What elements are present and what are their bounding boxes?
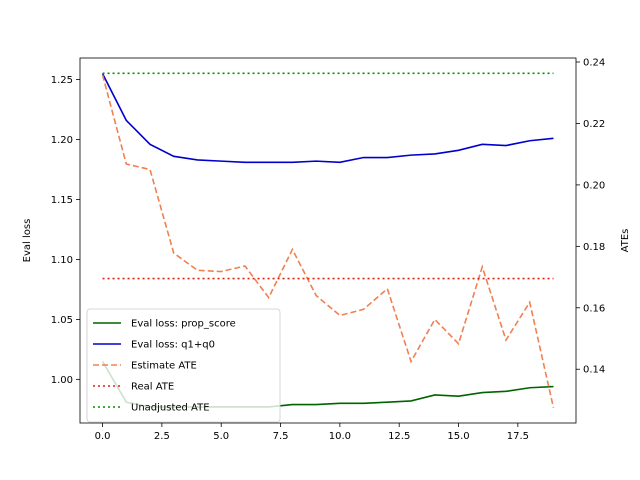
axes-layer: 0.0 2.5 5.0 7.5 10.0 12.5 15.0 17.5 1.00 1.05 1.10… [22, 57, 631, 442]
right-y-tick-label: 0.24 [583, 57, 605, 68]
right-y-tick-label: 0.20 [583, 180, 605, 191]
series-line-1 [101, 73, 554, 164]
legend: Eval loss: prop_score Eval loss: q1+q0 Est… [86, 308, 281, 423]
legend-label-2: Estimate ATE [131, 361, 197, 372]
x-tick-label: 0.0 [95, 431, 111, 442]
left-axis-label: Eval loss [22, 219, 33, 263]
x-tick-label: 12.5 [388, 431, 410, 442]
legend-label-4: Unadjusted ATE [131, 403, 210, 414]
x-tick-label: 10.0 [329, 431, 351, 442]
x-tick-label: 17.5 [507, 431, 529, 442]
left-y-tick-label: 1.15 [51, 195, 73, 206]
left-y-tick-label: 1.05 [51, 315, 73, 326]
right-y-tick-label: 0.16 [583, 303, 605, 314]
left-y-tick-label: 1.20 [51, 135, 73, 146]
legend-label-0: Eval loss: prop_score [131, 319, 236, 330]
right-y-tick-label: 0.18 [583, 242, 605, 253]
series-line-2 [101, 74, 555, 408]
right-y-tick-label: 0.14 [583, 365, 605, 376]
left-y-tick-label: 1.25 [51, 75, 73, 86]
right-axis-label: ATEs [620, 229, 631, 253]
x-tick-label: 2.5 [154, 431, 170, 442]
legend-label-1: Eval loss: q1+q0 [131, 340, 215, 351]
left-y-tick-label: 1.00 [51, 375, 73, 386]
left-y-tick-label: 1.10 [51, 255, 73, 266]
right-y-tick-label: 0.22 [583, 119, 605, 130]
legend-box [86, 308, 281, 423]
x-tick-label: 15.0 [447, 431, 469, 442]
x-tick-label: 5.0 [213, 431, 229, 442]
axes-frame [79, 57, 577, 424]
x-tick-label: 7.5 [273, 431, 289, 442]
legend-label-3: Real ATE [131, 382, 174, 393]
